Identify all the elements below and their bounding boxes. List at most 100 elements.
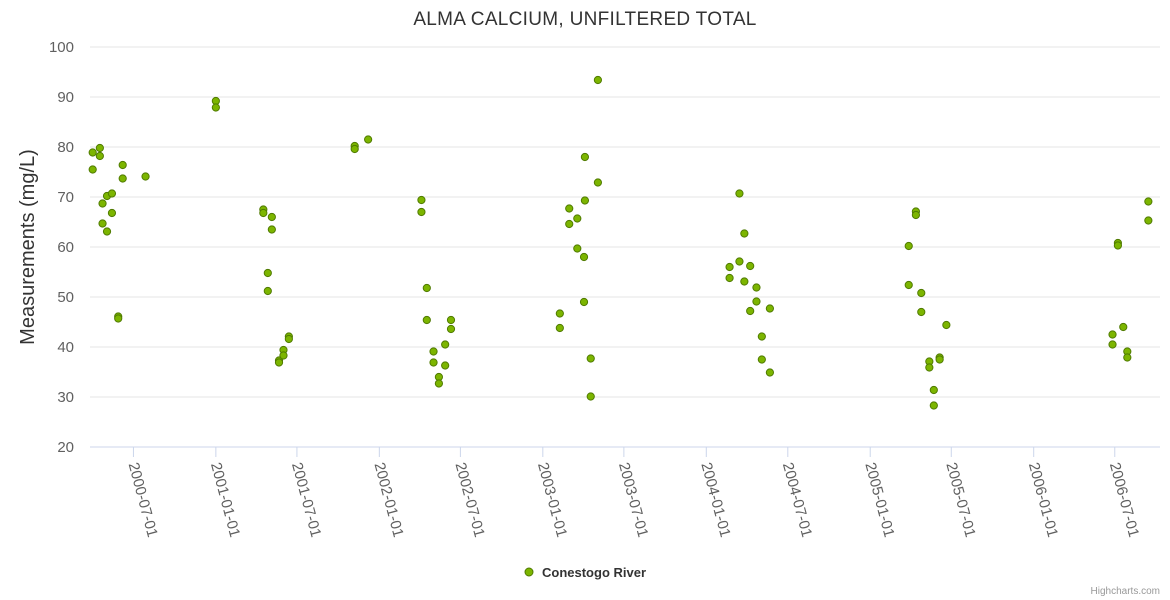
data-point[interactable]: [725, 273, 734, 283]
data-point[interactable]: [925, 363, 934, 372]
legend-marker[interactable]: [524, 567, 534, 577]
data-point[interactable]: [98, 199, 107, 208]
data-point[interactable]: [735, 189, 744, 198]
data-point[interactable]: [555, 323, 564, 333]
data-point[interactable]: [107, 189, 117, 198]
data-point[interactable]: [573, 244, 582, 253]
data-point[interactable]: [141, 172, 150, 181]
data-point[interactable]: [441, 340, 450, 349]
data-point[interactable]: [417, 207, 426, 217]
y-tick-label: 80: [57, 139, 74, 156]
data-point[interactable]: [422, 283, 431, 293]
data-point[interactable]: [757, 332, 766, 341]
data-point[interactable]: [114, 314, 123, 323]
data-point[interactable]: [555, 309, 564, 318]
data-point[interactable]: [279, 351, 288, 360]
data-point[interactable]: [573, 214, 582, 223]
data-point[interactable]: [580, 196, 590, 205]
y-tick-label: 90: [57, 89, 74, 106]
data-point[interactable]: [429, 347, 438, 356]
data-point[interactable]: [942, 320, 951, 330]
data-point[interactable]: [95, 151, 104, 161]
data-point[interactable]: [1108, 330, 1117, 339]
data-point[interactable]: [917, 288, 926, 298]
data-point[interactable]: [929, 401, 938, 410]
data-point[interactable]: [95, 143, 104, 153]
data-point[interactable]: [98, 219, 107, 228]
data-point[interactable]: [211, 103, 220, 112]
data-point[interactable]: [752, 297, 761, 306]
data-point[interactable]: [263, 286, 272, 296]
data-point[interactable]: [929, 385, 938, 395]
data-point[interactable]: [1108, 340, 1117, 349]
x-axis: 2000-07-01 2001-01-01 2001-07-01 2002-01-01…: [125, 447, 1142, 540]
x-tick-label: 2006-01-01: [1025, 461, 1061, 540]
y-tick-label: 70: [57, 189, 74, 206]
data-point[interactable]: [102, 227, 112, 236]
data-point[interactable]: [586, 392, 595, 401]
legend[interactable]: Conestogo River: [524, 565, 646, 580]
data-point[interactable]: [765, 368, 774, 377]
data-point[interactable]: [740, 277, 749, 286]
data-point[interactable]: [752, 283, 761, 292]
data-point[interactable]: [586, 354, 595, 363]
data-point[interactable]: [904, 280, 913, 290]
data-point[interactable]: [434, 379, 444, 388]
data-point[interactable]: [1144, 216, 1153, 225]
data-point[interactable]: [735, 257, 744, 266]
data-point[interactable]: [935, 355, 944, 364]
data-point[interactable]: [917, 307, 926, 317]
data-point[interactable]: [1144, 197, 1153, 206]
data-point[interactable]: [350, 144, 359, 154]
data-point[interactable]: [267, 212, 276, 222]
y-tick-label: 20: [57, 439, 74, 456]
data-point[interactable]: [565, 219, 574, 229]
data-point[interactable]: [429, 358, 438, 367]
data-point[interactable]: [904, 241, 913, 251]
data-point[interactable]: [441, 361, 450, 370]
data-point[interactable]: [1123, 353, 1132, 362]
data-point[interactable]: [263, 268, 272, 278]
data-point[interactable]: [118, 174, 127, 183]
x-tick-label: 2004-01-01: [697, 461, 733, 540]
data-point[interactable]: [1119, 322, 1128, 332]
data-point[interactable]: [107, 208, 117, 218]
data-point[interactable]: [565, 204, 574, 213]
data-point[interactable]: [118, 160, 127, 170]
data-point[interactable]: [274, 358, 284, 367]
data-point[interactable]: [267, 225, 276, 234]
x-tick-label: 2003-01-01: [534, 461, 570, 540]
data-point[interactable]: [417, 195, 426, 205]
data-point[interactable]: [593, 75, 603, 85]
data-point[interactable]: [746, 261, 755, 271]
data-point[interactable]: [88, 148, 97, 157]
data-point[interactable]: [725, 262, 734, 272]
data-point[interactable]: [757, 355, 766, 364]
y-axis-title: Measurements (mg/L): [17, 149, 39, 345]
data-point[interactable]: [446, 315, 456, 325]
data-point[interactable]: [746, 306, 755, 316]
data-point[interactable]: [364, 135, 373, 144]
data-point[interactable]: [446, 324, 456, 334]
data-point[interactable]: [579, 252, 589, 262]
data-point[interactable]: [765, 304, 774, 313]
data-point[interactable]: [284, 334, 293, 344]
data-point[interactable]: [579, 297, 589, 307]
data-point[interactable]: [593, 178, 603, 187]
legend-item-conestogo-river[interactable]: Conestogo River: [542, 565, 646, 580]
series-conestogo-river[interactable]: [88, 75, 1153, 410]
data-point[interactable]: [1113, 241, 1122, 250]
data-point[interactable]: [911, 210, 921, 220]
y-tick-label: 60: [57, 239, 74, 256]
data-point[interactable]: [740, 229, 749, 238]
data-point[interactable]: [88, 165, 97, 174]
grid: [90, 46, 1160, 398]
data-point[interactable]: [422, 315, 431, 325]
data-point[interactable]: [580, 152, 590, 162]
y-tick-label: 50: [57, 289, 74, 306]
x-tick-label: 2006-07-01: [1106, 461, 1142, 540]
data-point[interactable]: [259, 208, 268, 218]
y-tick-label: 40: [57, 339, 74, 356]
credits-link[interactable]: Highcharts.com: [1091, 586, 1160, 597]
